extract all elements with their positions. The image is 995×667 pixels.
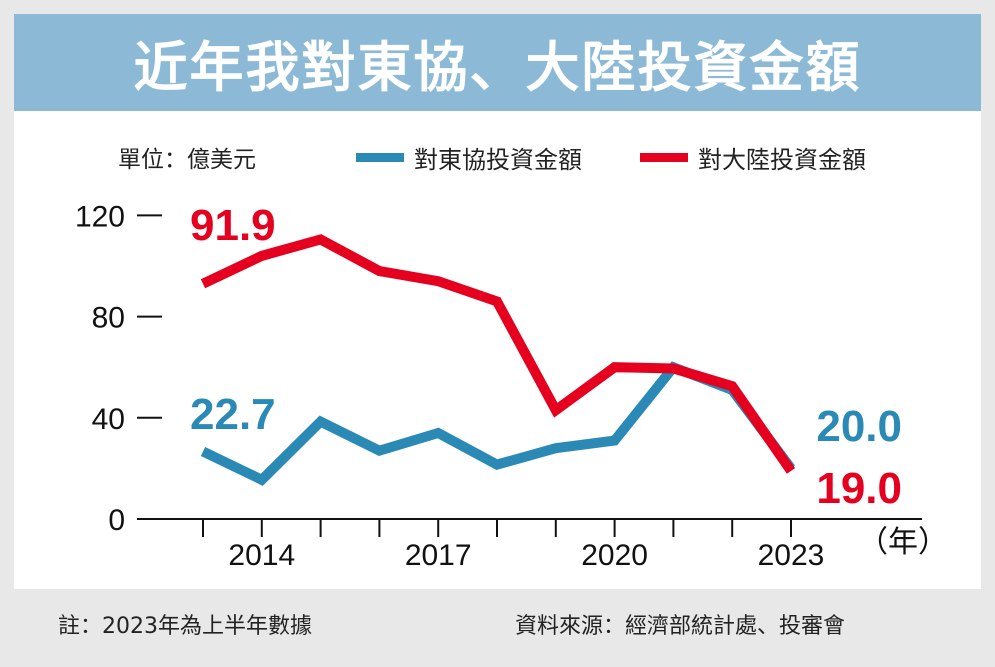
chart-panel [14, 111, 981, 589]
x-axis-unit: （年） [858, 526, 948, 559]
y-tick-label: 0 [108, 504, 125, 537]
legend-label-asean: 對東協投資金額 [414, 146, 582, 174]
y-tick-label: 40 [92, 403, 125, 436]
data-label-asean-end: 20.0 [816, 402, 902, 451]
x-tick-label: 2017 [405, 539, 472, 572]
y-tick-label: 80 [92, 302, 125, 335]
unit-label: 單位：億美元 [118, 147, 256, 173]
legend-swatch-china [640, 153, 688, 162]
source-note: 資料來源：經濟部統計處、投審會 [515, 614, 846, 639]
data-label-asean-start: 22.7 [190, 390, 276, 439]
title-bar: 近年我對東協、大陸投資金額 [14, 14, 981, 111]
chart-title: 近年我對東協、大陸投資金額 [133, 36, 862, 99]
x-tick-label: 2020 [581, 539, 648, 572]
x-tick-label: 2023 [758, 539, 825, 572]
legend-swatch-asean [356, 153, 404, 162]
legend-item-asean: 對東協投資金額 [356, 140, 582, 175]
legend-label-china: 對大陸投資金額 [698, 146, 866, 174]
series-line-china [200, 234, 796, 474]
series-line-asean [200, 361, 796, 486]
y-tick-label: 120 [75, 200, 125, 233]
x-tick-label: 2014 [228, 539, 295, 572]
footer-bar [14, 589, 981, 653]
data-label-china-start: 91.9 [190, 201, 276, 250]
data-label-china-end: 19.0 [816, 464, 902, 513]
legend-item-china: 對大陸投資金額 [640, 140, 866, 175]
footnote: 註：2023年為上半年數據 [58, 614, 312, 639]
